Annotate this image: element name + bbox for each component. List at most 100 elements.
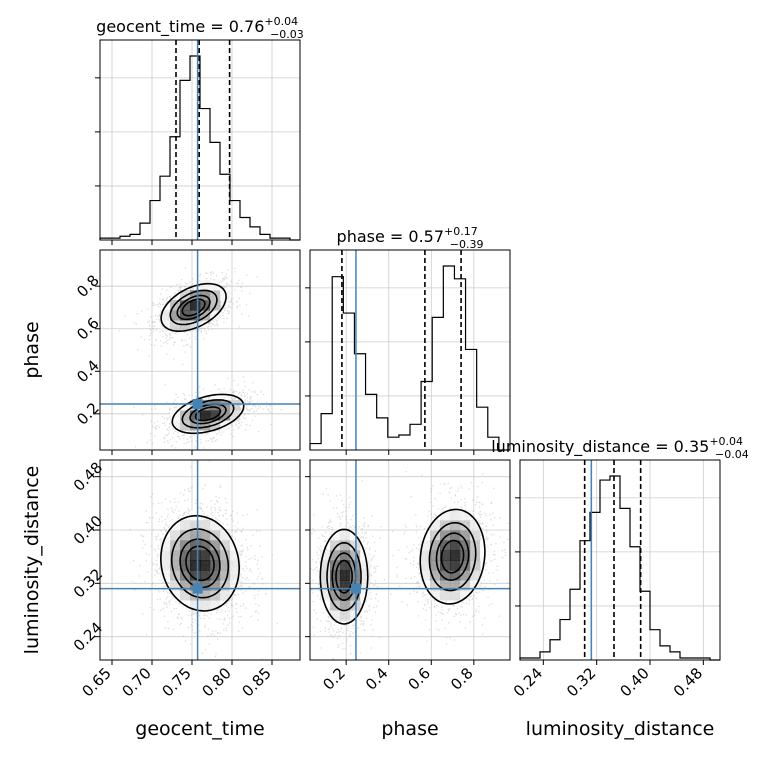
- density-cell: [430, 570, 441, 581]
- panel-frame: [309, 249, 511, 451]
- panel-frame: [99, 249, 301, 451]
- contour-line: [331, 552, 357, 602]
- histogram-phase: [309, 265, 510, 451]
- density-cell: [160, 310, 171, 321]
- x-axis-label-phase: phase: [381, 718, 438, 740]
- contour-line: [194, 406, 222, 422]
- density-cell: [220, 550, 231, 561]
- contour-line: [335, 559, 353, 594]
- density-cell: [230, 400, 241, 411]
- density-cell: [170, 590, 181, 601]
- density-cell: [460, 550, 471, 561]
- contour-line: [170, 528, 230, 599]
- density-cell: [160, 570, 171, 581]
- density-cell: [450, 530, 461, 541]
- pair-inner: [100, 460, 300, 660]
- density-cell: [200, 590, 211, 601]
- density-cell: [200, 560, 211, 571]
- density-cell: [360, 580, 371, 591]
- density-cell: [180, 580, 191, 591]
- x-tick-label-phase: 0.8: [447, 664, 477, 694]
- density-cell: [200, 570, 211, 581]
- panel-frame: [99, 39, 301, 241]
- x-tick-label-luminosity_distance: 0.24: [510, 664, 546, 700]
- density-cell: [170, 420, 181, 431]
- x-tick-label-geocent_time: 0.80: [198, 664, 234, 700]
- density-cell: [180, 410, 191, 421]
- density-cell: [440, 590, 451, 601]
- contour-line: [171, 393, 245, 435]
- density-cell: [200, 520, 211, 531]
- histogram-luminosity_distance: [519, 475, 720, 661]
- density-cell: [340, 610, 351, 621]
- density-cell: [320, 590, 331, 601]
- density-cell: [340, 560, 351, 571]
- pair-inner: [310, 460, 510, 660]
- density-cell: [200, 540, 211, 551]
- density-cell: [210, 400, 221, 411]
- density-cell: [190, 420, 201, 431]
- title-lower-error: −0.03: [270, 28, 304, 41]
- y-tick-label-phase: 0.4: [73, 356, 103, 386]
- pair-inner: [100, 250, 300, 450]
- density-cell: [220, 540, 231, 551]
- density-cell: [210, 580, 221, 591]
- density-cell: [430, 520, 441, 531]
- density-cell: [470, 560, 481, 571]
- density-cell: [430, 540, 441, 551]
- density-cell: [160, 540, 171, 551]
- density-cell: [470, 530, 481, 541]
- density-cell: [430, 550, 441, 561]
- density-cell: [440, 570, 451, 581]
- density-cell: [210, 540, 221, 551]
- density-cell: [430, 560, 441, 571]
- density-cell: [340, 590, 351, 601]
- title-phase: phase = 0.57+0.17 −0.39: [337, 225, 484, 251]
- density-cell: [200, 580, 211, 591]
- title-upper-error: +0.04: [264, 15, 298, 28]
- density-cell: [170, 580, 181, 591]
- density-cell: [330, 530, 341, 541]
- density-cell: [440, 510, 451, 521]
- y-tick-label-phase: 0.2: [73, 399, 103, 429]
- density-cell: [200, 600, 211, 611]
- density-cell: [200, 310, 211, 321]
- density-cell: [180, 570, 191, 581]
- density-cell: [200, 280, 211, 291]
- density-cell: [190, 570, 201, 581]
- density-cell: [340, 550, 351, 561]
- density-cell: [210, 570, 221, 581]
- density-cell: [180, 550, 191, 561]
- density-cell: [320, 560, 331, 571]
- density-cell: [360, 570, 371, 581]
- title-lower-error: −0.04: [715, 448, 749, 461]
- density-cell: [420, 560, 431, 571]
- truth-marker: [192, 583, 203, 594]
- density-cell: [470, 570, 481, 581]
- density-cell: [330, 560, 341, 571]
- contour-line: [428, 522, 477, 592]
- panel-frame: [99, 459, 301, 661]
- hist-panel-geocent_time: geocent_time = 0.76+0.04 −0.03: [95, 15, 304, 245]
- x-tick-label-phase: 0.6: [405, 664, 435, 694]
- contour-line: [169, 289, 218, 326]
- contour-line: [326, 541, 362, 612]
- density-cell: [210, 410, 221, 421]
- density-cell: [220, 590, 231, 601]
- density-cell: [220, 570, 231, 581]
- density-cell: [170, 310, 181, 321]
- density-cell: [460, 570, 471, 581]
- density-cell: [200, 410, 211, 421]
- density-cell: [450, 570, 461, 581]
- density-cell: [160, 560, 171, 571]
- density-cell: [220, 530, 231, 541]
- density-cell: [320, 570, 331, 581]
- density-cell: [440, 580, 451, 591]
- density-cell: [230, 550, 241, 561]
- density-cell: [460, 530, 471, 541]
- y-tick-label-luminosity_distance: 0.32: [70, 565, 106, 601]
- density-cell: [210, 550, 221, 561]
- density-cell: [340, 580, 351, 591]
- density-cell: [170, 530, 181, 541]
- x-tick-label-geocent_time: 0.75: [158, 664, 194, 700]
